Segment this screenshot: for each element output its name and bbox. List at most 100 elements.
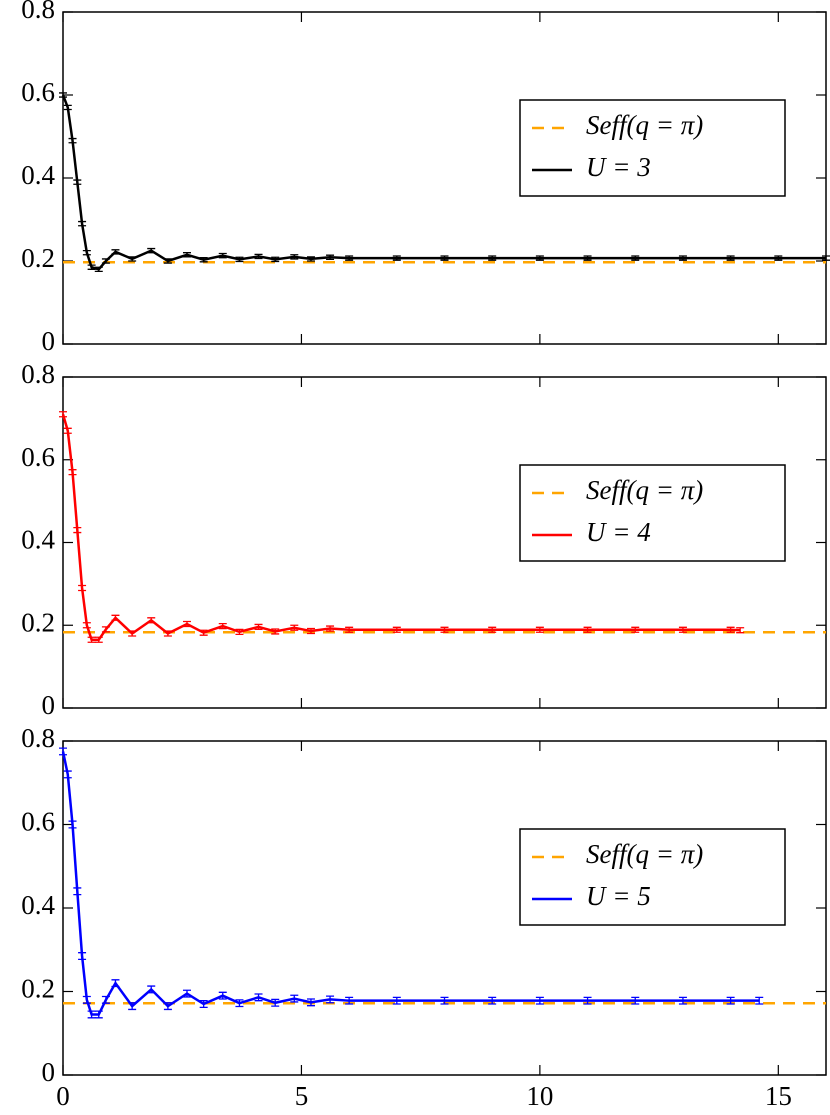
error-bar — [440, 255, 449, 261]
error-bar — [235, 256, 244, 263]
error-bar — [59, 411, 67, 418]
x-tick-label: 10 — [526, 1081, 553, 1111]
error-bar — [306, 256, 315, 262]
error-bar — [678, 255, 687, 261]
error-bar — [631, 626, 640, 633]
error-bar — [440, 626, 449, 633]
error-bar — [218, 991, 227, 1000]
error-bar — [82, 622, 91, 629]
y-tick-label: 0.4 — [21, 890, 55, 920]
y-tick-label: 0.4 — [21, 160, 55, 190]
error-bar — [235, 999, 244, 1008]
legend-label: U = 5 — [586, 881, 651, 911]
error-bar — [163, 630, 172, 637]
error-bar — [678, 626, 687, 633]
error-bar — [87, 636, 96, 643]
error-bar — [726, 626, 735, 633]
error-bar — [583, 626, 592, 633]
error-bar — [488, 255, 497, 261]
error-bar — [59, 747, 67, 756]
error-bar — [290, 624, 299, 631]
error-bar — [101, 258, 110, 264]
error-bar — [631, 996, 640, 1005]
y-tick-label: 0.8 — [21, 0, 55, 24]
error-bar — [392, 626, 401, 633]
error-bar — [254, 993, 263, 1002]
y-tick-label: 0 — [42, 690, 56, 720]
error-bar — [440, 996, 449, 1005]
error-bar — [147, 617, 156, 624]
error-bar — [59, 92, 67, 98]
error-bar — [78, 952, 87, 961]
error-bar — [182, 989, 191, 998]
error-bar — [147, 985, 156, 994]
x-tick-label: 0 — [56, 1081, 70, 1111]
y-tick-label: 0.2 — [21, 607, 55, 637]
error-bar — [128, 630, 137, 637]
error-bar — [535, 996, 544, 1005]
error-bar — [82, 249, 91, 256]
error-bar — [82, 995, 91, 1004]
error-bar — [392, 255, 401, 261]
error-bar — [87, 264, 96, 270]
error-bar — [73, 526, 82, 534]
error-bar — [326, 625, 335, 632]
error-bar — [63, 427, 72, 434]
error-bar — [63, 104, 72, 111]
legend-label: U = 4 — [586, 517, 651, 547]
error-bar — [63, 770, 72, 779]
error-bar — [535, 255, 544, 261]
error-bar — [290, 254, 299, 260]
legend-label: U = 3 — [586, 152, 651, 182]
error-bar — [68, 469, 77, 476]
y-tick-label: 0.2 — [21, 243, 55, 273]
error-bar — [306, 998, 315, 1007]
error-bar — [94, 266, 103, 273]
error-bar — [726, 255, 735, 261]
error-bar — [68, 820, 77, 829]
error-bar — [68, 137, 77, 144]
error-bar — [111, 979, 120, 988]
data-line — [61, 751, 760, 1016]
error-bar — [78, 584, 87, 592]
y-tick-label: 0.6 — [21, 807, 55, 837]
error-bar — [111, 614, 120, 621]
error-bar — [182, 252, 191, 258]
y-tick-label: 0.6 — [21, 442, 55, 472]
y-tick-label: 0.2 — [21, 974, 55, 1004]
y-tick-label: 0 — [42, 326, 56, 356]
error-bar — [488, 626, 497, 633]
error-bar — [199, 257, 208, 263]
error-bar — [306, 627, 315, 635]
legend-label: Seff(q = π) — [586, 110, 703, 140]
x-tick-label: 15 — [765, 1081, 792, 1111]
error-bar — [726, 996, 735, 1005]
error-bar — [111, 249, 120, 255]
error-bar — [290, 994, 299, 1003]
error-bar — [583, 255, 592, 261]
error-bar — [94, 1010, 103, 1019]
error-bar — [101, 995, 110, 1004]
error-bar — [101, 626, 110, 633]
error-bar — [345, 255, 354, 261]
y-tick-label: 0 — [42, 1057, 56, 1087]
error-bar — [199, 629, 208, 636]
error-bar — [73, 179, 82, 185]
legend-label: Seff(q = π) — [586, 839, 703, 869]
error-bar — [163, 1002, 172, 1011]
error-bar — [271, 628, 280, 635]
error-bar — [254, 623, 263, 631]
y-tick-label: 0.8 — [21, 359, 55, 389]
error-bar — [199, 1000, 208, 1009]
error-bar — [392, 996, 401, 1005]
error-bar — [774, 255, 783, 261]
error-bar — [271, 256, 280, 263]
error-bar — [73, 887, 82, 896]
x-tick-label: 5 — [295, 1081, 309, 1111]
legend-box — [519, 99, 786, 197]
error-bar — [218, 622, 227, 630]
error-bar — [128, 256, 137, 262]
error-bar — [254, 253, 263, 260]
legend-box — [519, 464, 786, 562]
